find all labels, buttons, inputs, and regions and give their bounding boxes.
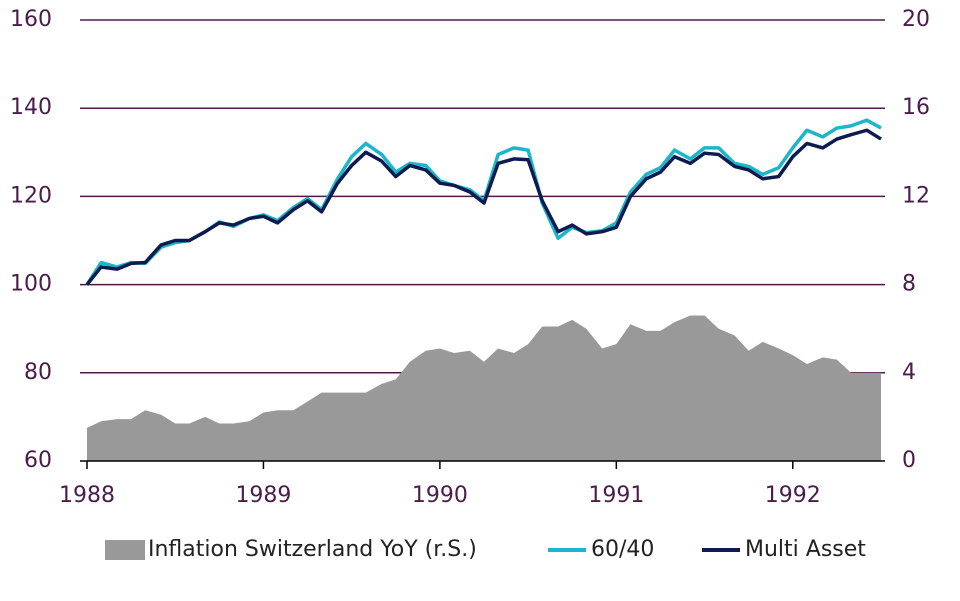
legend-swatch [105, 540, 145, 560]
y2-tick-label: 12 [902, 183, 930, 208]
grid [80, 19, 885, 374]
area [87, 315, 881, 461]
x-tick-label: 1990 [412, 483, 468, 508]
y2-tick-label: 0 [902, 448, 916, 473]
legend-label: Multi Asset [745, 537, 866, 562]
y-tick-label: 120 [10, 183, 52, 208]
y-tick-label: 60 [24, 448, 52, 473]
y-tick-label: 80 [24, 360, 52, 385]
x-tick-label: 1988 [59, 483, 115, 508]
x-tick-label: 1992 [765, 483, 821, 508]
y2-tick-label: 20 [902, 7, 930, 32]
y-tick-label: 140 [10, 95, 52, 120]
y-tick-label: 100 [10, 272, 52, 297]
line [85, 128, 882, 286]
legend-label: 60/40 [591, 537, 654, 562]
x-tick-label: 1989 [235, 483, 291, 508]
legend-label: Inflation Switzerland YoY (r.S.) [148, 537, 477, 562]
y2-tick-label: 4 [902, 360, 916, 385]
y-tick-label: 160 [10, 7, 52, 32]
y2-tick-label: 16 [902, 95, 930, 120]
y2-tick-label: 8 [902, 272, 916, 297]
x-tick-label: 1991 [588, 483, 644, 508]
plot [85, 118, 882, 461]
